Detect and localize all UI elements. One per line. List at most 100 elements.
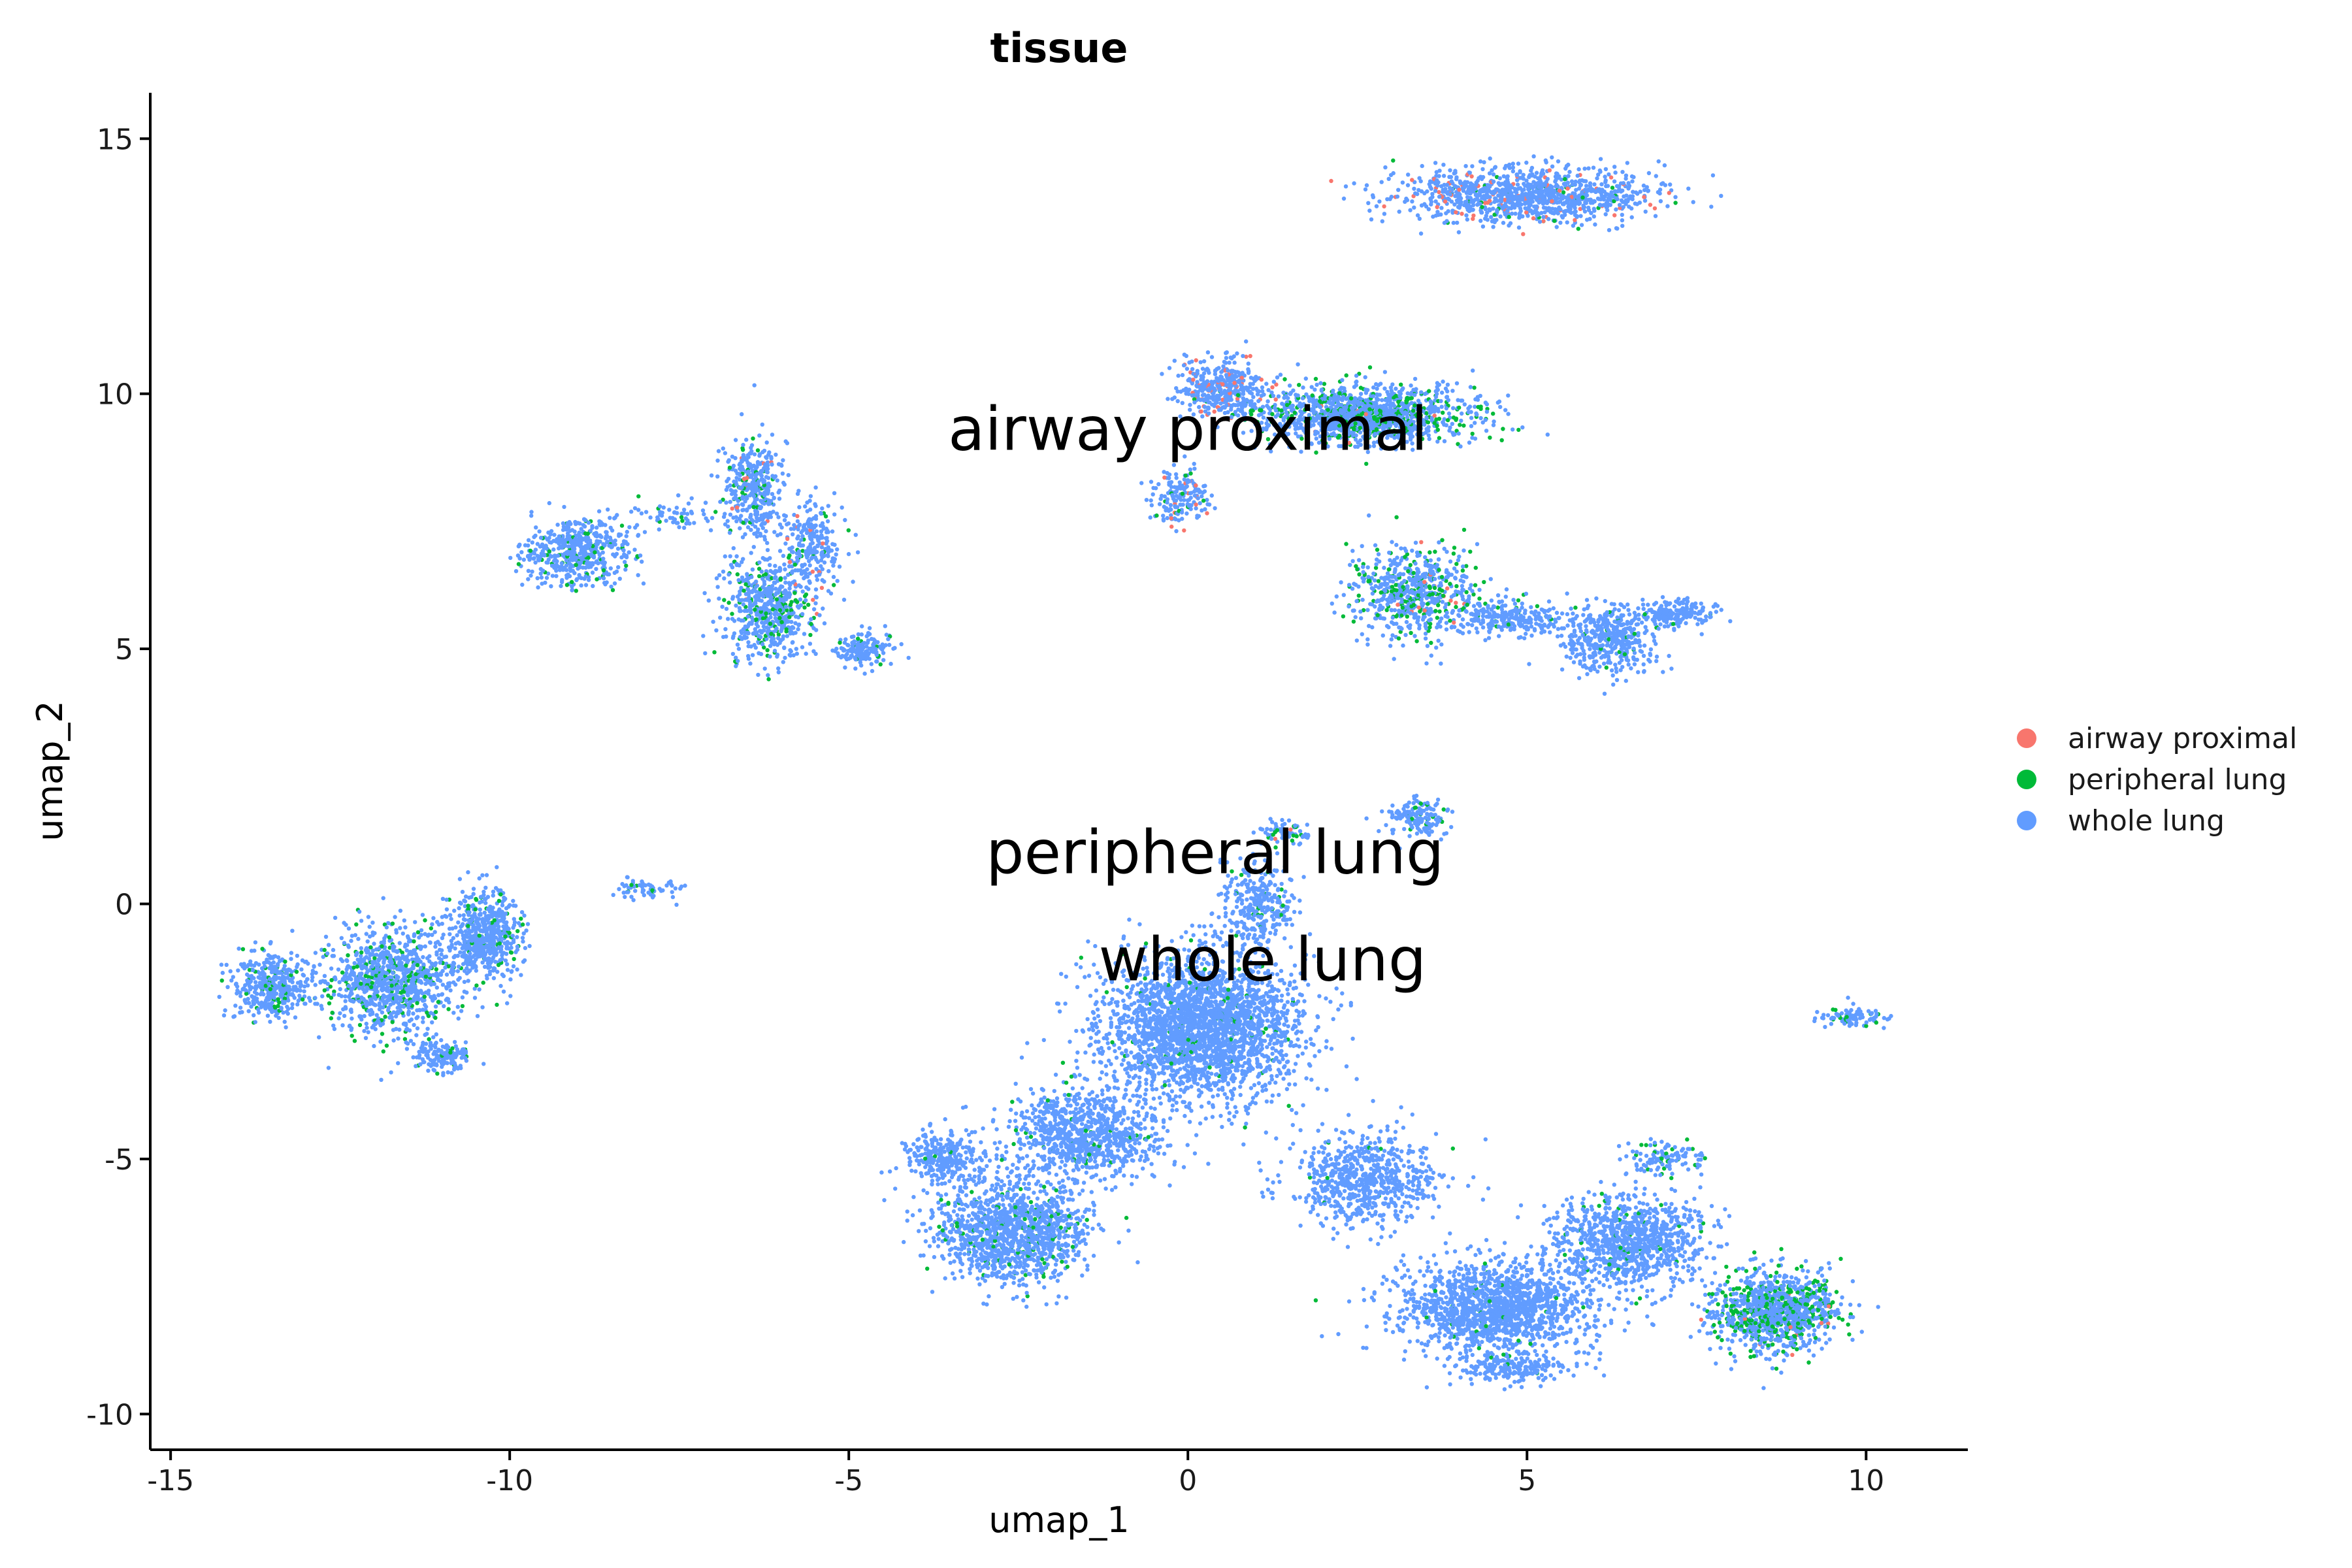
data-point (1442, 439, 1447, 444)
data-point (1413, 634, 1417, 638)
data-point (1523, 206, 1527, 210)
data-point (1237, 378, 1242, 383)
data-point (1588, 188, 1593, 193)
data-point (1216, 384, 1220, 389)
data-point (1360, 597, 1365, 602)
data-point (1426, 602, 1430, 606)
data-point (1585, 672, 1590, 677)
data-point (1458, 591, 1463, 596)
data-point (1606, 655, 1611, 660)
data-point (608, 515, 612, 520)
data-point (1518, 208, 1523, 214)
data-point (1297, 383, 1301, 387)
data-point (1491, 412, 1495, 416)
data-point (587, 538, 593, 543)
data-point (1673, 201, 1678, 205)
data-point (1493, 165, 1498, 169)
data-point (1452, 432, 1457, 436)
data-point (1432, 585, 1437, 591)
data-point (1439, 583, 1443, 588)
data-point (1250, 387, 1256, 391)
data-point (1460, 568, 1465, 573)
data-point (1488, 208, 1492, 213)
data-point (1213, 506, 1217, 511)
data-point (1485, 210, 1490, 215)
data-point (1591, 165, 1596, 170)
data-point (1444, 627, 1449, 632)
data-point (1179, 389, 1183, 394)
data-point (1556, 184, 1560, 189)
data-point (1259, 377, 1264, 382)
data-point (1461, 625, 1465, 629)
data-point (1416, 605, 1421, 610)
data-point (1235, 351, 1239, 356)
data-point (1597, 664, 1602, 669)
data-point (1638, 644, 1642, 648)
data-point (1633, 638, 1638, 642)
data-point (1496, 624, 1501, 629)
data-point (1535, 211, 1540, 216)
data-point (1424, 661, 1429, 666)
data-point (1410, 178, 1414, 182)
data-point (1463, 164, 1468, 169)
data-point (1501, 174, 1506, 178)
data-point (1400, 605, 1405, 610)
data-point (1489, 598, 1494, 603)
data-point (1175, 399, 1180, 404)
data-point (1656, 627, 1661, 631)
data-point (1413, 191, 1418, 196)
data-point (1439, 575, 1445, 580)
data-point (1416, 570, 1420, 574)
data-point (1385, 197, 1390, 202)
data-point (1408, 623, 1413, 628)
data-point (1189, 491, 1194, 495)
data-point (1246, 370, 1251, 375)
data-point (1669, 666, 1674, 671)
data-point (526, 577, 531, 581)
data-point (1409, 630, 1413, 635)
data-point (1675, 621, 1680, 625)
data-point (1594, 596, 1599, 601)
data-point (1194, 502, 1198, 507)
data-point (1329, 178, 1333, 184)
data-point (1469, 424, 1474, 429)
data-point (1516, 427, 1521, 433)
data-point (1429, 640, 1433, 645)
data-point (1363, 375, 1367, 380)
data-point (1455, 220, 1460, 225)
data-point (1590, 655, 1595, 660)
data-point (1199, 374, 1203, 378)
data-point (1620, 188, 1625, 193)
data-point (1180, 372, 1185, 378)
data-point (1661, 670, 1665, 674)
data-point (1174, 529, 1179, 534)
data-point (1543, 183, 1548, 188)
data-point (1487, 171, 1492, 176)
data-point (1445, 382, 1450, 387)
data-point (1627, 204, 1631, 209)
data-point (1654, 654, 1659, 659)
data-point (1369, 217, 1374, 221)
data-point (1642, 195, 1646, 199)
data-point (1454, 416, 1459, 421)
data-point (1394, 583, 1398, 587)
data-point (1339, 580, 1343, 585)
data-point (1167, 472, 1172, 477)
data-point (1474, 626, 1478, 631)
data-point (1558, 207, 1563, 212)
point-cluster (1329, 154, 1723, 237)
data-point (1465, 621, 1470, 627)
data-point (1504, 587, 1509, 592)
data-point (627, 550, 631, 555)
data-point (1172, 359, 1177, 363)
data-point (1601, 654, 1605, 659)
data-point (1457, 405, 1462, 410)
data-point (1480, 625, 1486, 630)
data-point (1684, 621, 1688, 625)
data-point (1553, 174, 1558, 179)
data-point (1631, 189, 1635, 194)
data-point (1390, 633, 1395, 638)
data-point (1650, 632, 1655, 637)
data-point (1578, 183, 1583, 188)
data-point (1516, 598, 1521, 603)
